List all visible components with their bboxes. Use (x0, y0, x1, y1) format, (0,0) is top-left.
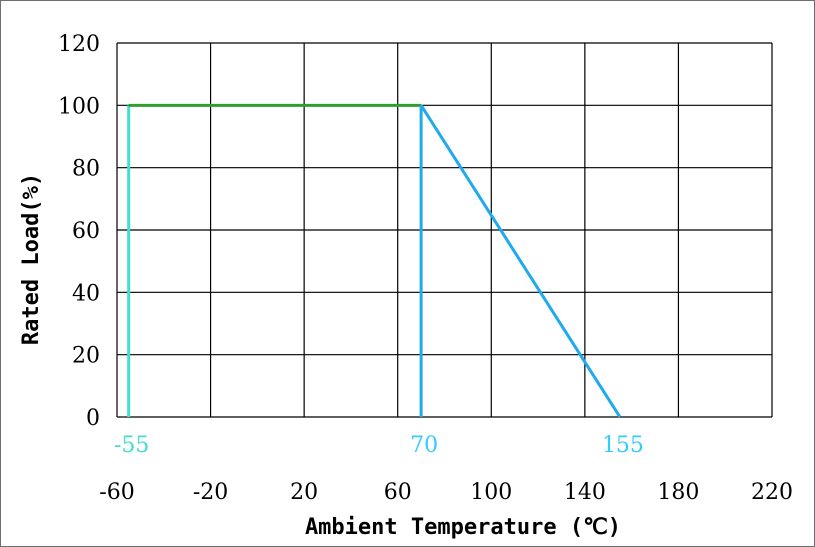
y-tick-labels: 0 20 40 60 80 100 120 (58, 32, 100, 431)
x-tick-label: 140 (564, 480, 606, 505)
x-tick-label: 20 (290, 480, 318, 505)
y-axis-label: Rated Load(%) (19, 173, 44, 345)
grid-lines (116, 42, 773, 418)
y-tick-label: 100 (58, 94, 100, 119)
x-tick-label: -60 (99, 480, 134, 505)
y-tick-label: 60 (72, 219, 100, 244)
x-tick-label: 220 (751, 480, 793, 505)
x-axis-label: Ambient Temperature (℃) (305, 515, 621, 540)
y-tick-label: 80 (72, 157, 100, 182)
marker-labels: -55 70 155 (114, 433, 644, 458)
x-tick-label: 100 (470, 480, 512, 505)
y-tick-label: 0 (86, 406, 100, 431)
series-line (419, 104, 622, 418)
series-lines (127, 103, 622, 418)
x-tick-labels: -60 -20 20 60 100 140 180 220 (99, 480, 793, 505)
y-tick-label: 20 (72, 344, 100, 369)
marker-label: 155 (602, 433, 644, 458)
marker-label: -55 (114, 433, 149, 458)
y-tick-label: 40 (72, 281, 100, 306)
x-tick-label: 60 (384, 480, 412, 505)
y-tick-label: 120 (58, 32, 100, 57)
marker-label: 70 (410, 433, 438, 458)
x-tick-label: -20 (193, 480, 228, 505)
x-tick-label: 180 (657, 480, 699, 505)
